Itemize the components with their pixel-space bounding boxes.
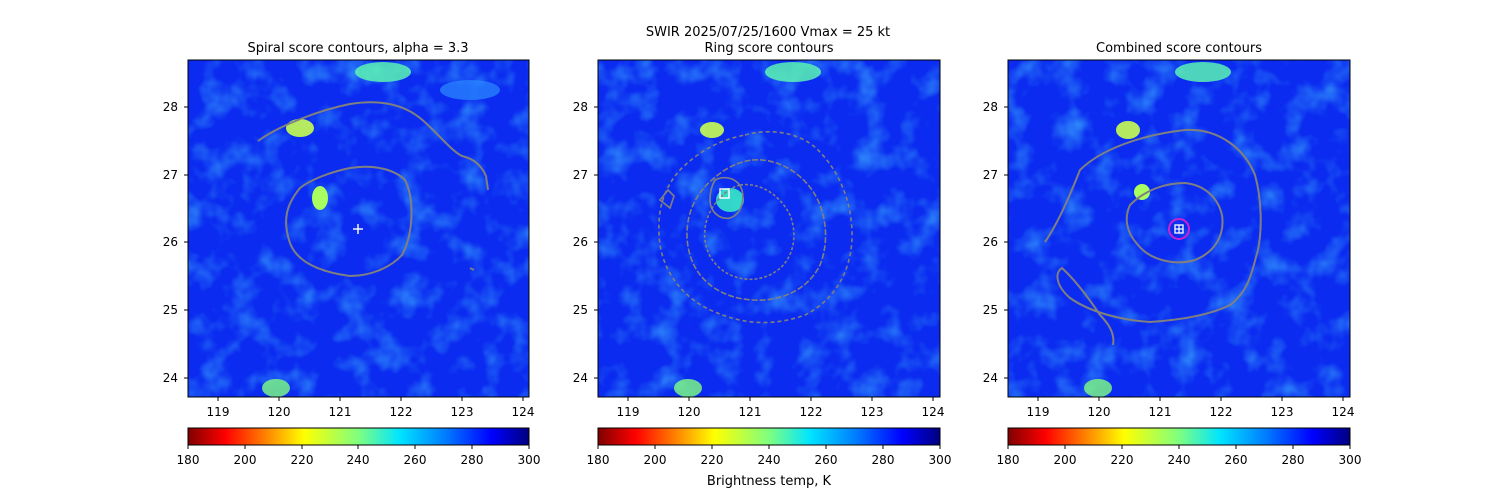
xtick-label: 121 (739, 405, 762, 419)
colorbar-tick: 200 (234, 453, 257, 467)
colorbar-tick: 220 (291, 453, 314, 467)
xtick-label: 122 (1210, 405, 1233, 419)
xtick-label: 120 (1088, 405, 1111, 419)
xtick-label: 120 (268, 405, 291, 419)
colorbar-tick: 300 (518, 453, 541, 467)
ytick-label: 28 (983, 100, 998, 114)
colorbar-tick: 280 (872, 453, 895, 467)
colorbar-tick: 200 (644, 453, 667, 467)
panel-ring-yticks: 24 25 26 27 28 (573, 100, 598, 385)
colorbar-label: Brightness temp, K (707, 474, 832, 489)
colorbar-tick: 180 (997, 453, 1020, 467)
colorbar-1: 180 200 220 240 260 280 300 (177, 427, 541, 467)
ring-contours (658, 130, 853, 324)
panel-spiral-xticks: 119 120 121 122 123 124 (207, 397, 535, 419)
center-circle-square-marker (1168, 218, 1190, 240)
panel-spiral-title: Spiral score contours, alpha = 3.3 (247, 41, 468, 56)
panel-ring: Ring score contours 24 25 26 27 28 119 (573, 41, 952, 489)
colorbar-tick: 260 (815, 453, 838, 467)
xtick-label: 123 (861, 405, 884, 419)
colorbar-tick: 240 (1168, 453, 1191, 467)
ytick-label: 25 (983, 303, 998, 317)
ytick-label: 26 (983, 235, 998, 249)
ytick-label: 28 (573, 100, 588, 114)
ytick-label: 24 (163, 371, 178, 385)
ytick-label: 26 (573, 235, 588, 249)
colorbar-tick: 220 (1111, 453, 1134, 467)
panel-spiral-yticks: 24 25 26 27 28 (163, 100, 188, 385)
center-square-marker (719, 188, 730, 199)
ytick-label: 25 (163, 303, 178, 317)
colorbar-tick: 280 (461, 453, 484, 467)
xtick-label: 122 (800, 405, 823, 419)
ytick-label: 27 (573, 168, 588, 182)
ytick-label: 28 (163, 100, 178, 114)
xtick-label: 119 (617, 405, 640, 419)
ytick-label: 27 (983, 168, 998, 182)
xtick-label: 124 (922, 405, 945, 419)
colorbar-tick: 240 (347, 453, 370, 467)
ytick-label: 24 (983, 371, 998, 385)
panel-ring-title: Ring score contours (704, 41, 833, 56)
xtick-label: 121 (1149, 405, 1172, 419)
panel-combined-yticks: 24 25 26 27 28 (983, 100, 1008, 385)
colorbar-tick: 300 (929, 453, 952, 467)
xtick-label: 123 (1271, 405, 1294, 419)
ytick-label: 27 (163, 168, 178, 182)
colorbar-tick: 180 (587, 453, 610, 467)
figure-title: SWIR 2025/07/25/1600 Vmax = 25 kt (646, 25, 890, 40)
xtick-label: 119 (1027, 405, 1050, 419)
xtick-label: 124 (1332, 405, 1355, 419)
colorbar-tick: 200 (1054, 453, 1077, 467)
panel-spiral: Spiral score contours, alpha = 3.3 24 25… (163, 41, 541, 467)
colorbar-tick: 280 (1282, 453, 1305, 467)
spiral-contours (257, 101, 489, 278)
colorbar-tick: 260 (404, 453, 427, 467)
xtick-label: 119 (207, 405, 230, 419)
colorbar-tick: 300 (1339, 453, 1362, 467)
center-plus-marker (353, 224, 363, 234)
panel-ring-xticks: 119 120 121 122 123 124 (617, 397, 945, 419)
colorbar-tick: 180 (177, 453, 200, 467)
panel-combined-title: Combined score contours (1096, 41, 1262, 56)
colorbar-3: 180 200 220 240 260 280 300 (997, 427, 1362, 467)
xtick-label: 123 (451, 405, 474, 419)
colorbar-tick: 260 (1225, 453, 1248, 467)
ytick-label: 26 (163, 235, 178, 249)
colorbar-tick: 220 (701, 453, 724, 467)
xtick-label: 121 (329, 405, 352, 419)
combined-contours (1044, 128, 1262, 346)
xtick-label: 120 (678, 405, 701, 419)
xtick-label: 124 (512, 405, 535, 419)
ytick-label: 25 (573, 303, 588, 317)
colorbar-tick: 240 (758, 453, 781, 467)
panel-combined-xticks: 119 120 121 122 123 124 (1027, 397, 1355, 419)
panel-combined: Combined score contours 24 25 26 27 28 (983, 41, 1362, 467)
colorbar-2: 180 200 220 240 260 280 300 Brightness t… (587, 427, 952, 489)
xtick-label: 122 (390, 405, 413, 419)
ytick-label: 24 (573, 371, 588, 385)
